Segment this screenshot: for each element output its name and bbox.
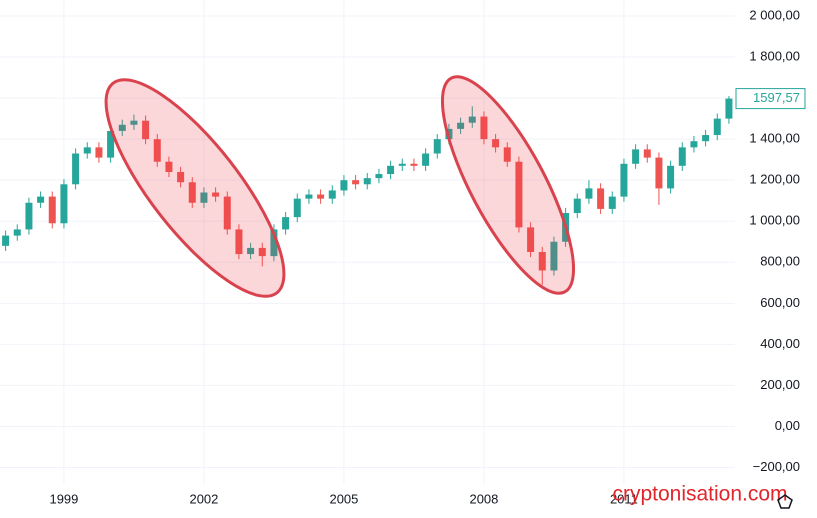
candle-body (293, 198, 301, 218)
candle-body (363, 178, 371, 185)
candle-body (608, 196, 616, 209)
candle-body (398, 163, 406, 166)
last-price-tag (735, 88, 806, 110)
candle-body (585, 188, 593, 199)
candle-body (95, 147, 103, 158)
candle-body (352, 180, 360, 185)
candle-body (60, 184, 68, 224)
y-tick-label: 1 000,00 (749, 213, 800, 228)
y-tick-label: 1 800,00 (749, 48, 800, 63)
axes: 2 000,001 800,001 600,001 400,001 200,00… (49, 7, 806, 506)
candle-body (573, 198, 581, 214)
y-tick-label: 600,00 (760, 295, 800, 310)
candle-body (340, 180, 348, 191)
candle-body (48, 196, 56, 224)
candle-body (503, 147, 511, 162)
candle-body (235, 229, 243, 255)
candle-body (142, 120, 150, 140)
y-tick-label: 400,00 (760, 336, 800, 351)
candles (2, 96, 733, 285)
candle-body (667, 165, 675, 189)
candle-body (550, 241, 558, 271)
y-tick-label: 0,00 (775, 418, 800, 433)
candle-body (515, 161, 523, 228)
candle-body (37, 196, 45, 203)
y-tick-label: −200,00 (753, 459, 800, 474)
candle-body (480, 116, 488, 140)
candle-body (410, 163, 418, 166)
candle-body (13, 229, 21, 236)
candle-body (83, 147, 91, 154)
candle-body (317, 194, 325, 199)
candle-body (153, 139, 161, 162)
grid (0, 0, 735, 484)
candle-body (690, 141, 698, 148)
candle-body (212, 192, 220, 197)
y-tick-label: 1 200,00 (749, 172, 800, 187)
highlight-ellipse (104, 78, 286, 298)
y-tick-label: 200,00 (760, 377, 800, 392)
candle-body (270, 229, 278, 257)
candle-body (188, 182, 196, 203)
candle-body (457, 122, 465, 129)
y-tick-label: 2 000,00 (749, 7, 800, 22)
candle-body (282, 217, 290, 230)
candle-body (223, 196, 231, 230)
x-tick-label: 2005 (329, 491, 358, 506)
candle-body (643, 149, 651, 158)
candle-body (655, 157, 663, 189)
candle-body (118, 124, 126, 131)
x-tick-label: 1999 (49, 491, 78, 506)
logo-icon (777, 494, 793, 509)
candle-body (597, 188, 605, 209)
candle-body (713, 118, 721, 136)
candle-body (177, 171, 185, 183)
candle-body (305, 194, 313, 199)
candle-body (538, 252, 546, 271)
candle-body (422, 153, 430, 166)
y-tick-label: 1 400,00 (749, 131, 800, 146)
candle-body (328, 190, 336, 199)
candle-body (375, 174, 383, 179)
candle-body (130, 120, 138, 125)
candle-body (258, 247, 266, 257)
highlight-ellipse (440, 75, 576, 295)
candle-body (387, 165, 395, 175)
candle-body (492, 139, 500, 148)
candle-body (620, 163, 628, 197)
candle-body (702, 135, 710, 142)
candle-body (247, 247, 255, 255)
candle-body (632, 149, 640, 164)
candle-body (433, 139, 441, 154)
candle-body (2, 235, 10, 246)
candle-body (25, 202, 33, 230)
candle-body (72, 153, 80, 185)
x-tick-label: 2008 (469, 491, 498, 506)
candle-body (468, 116, 476, 123)
candle-body (678, 147, 686, 166)
y-tick-label: 800,00 (760, 254, 800, 269)
x-tick-label: 2011 (610, 491, 638, 506)
candle-body (165, 161, 173, 172)
x-tick-label: 2002 (189, 491, 218, 506)
candle-body (200, 192, 208, 203)
candle-body (725, 98, 733, 119)
watermark: cryptonisation.com (612, 483, 787, 506)
last-price-label: 1597,57 (753, 90, 800, 105)
candle-body (107, 130, 115, 158)
candle-body (527, 227, 535, 253)
